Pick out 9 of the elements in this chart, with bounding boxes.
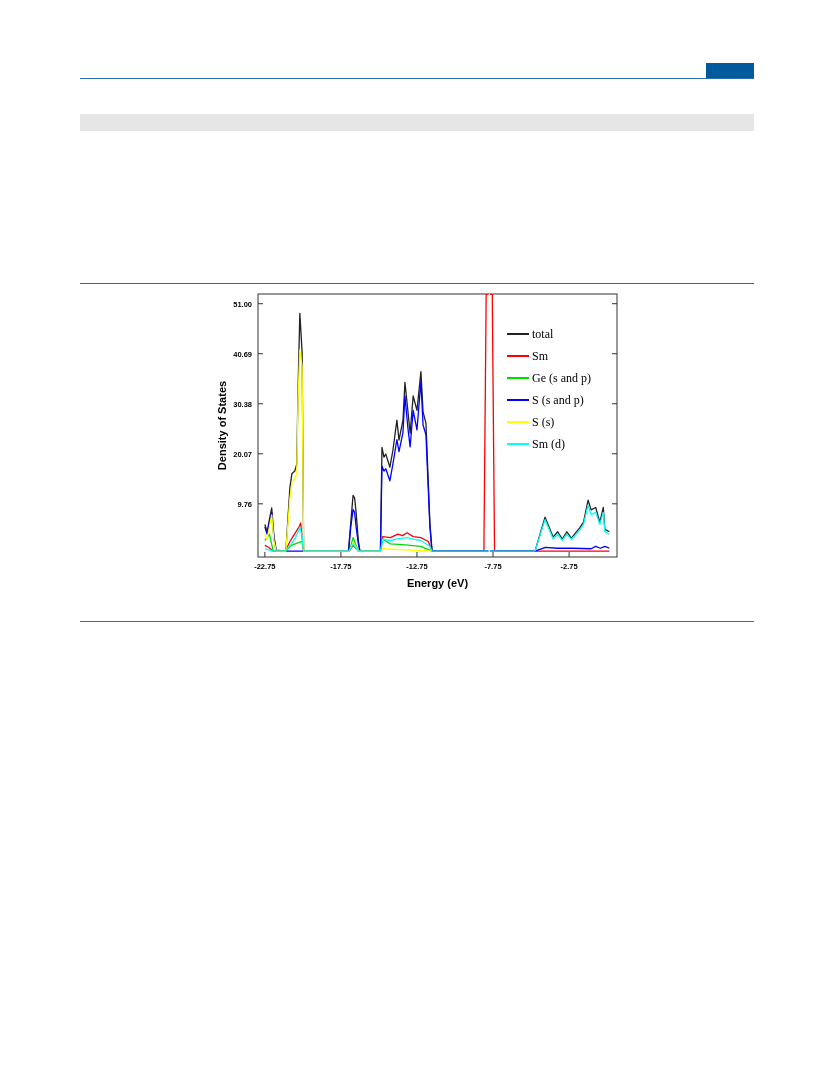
legend-label: S (s and p) [532,393,584,407]
legend-label: Sm (d) [532,437,565,451]
legend-label: S (s) [532,415,555,429]
legend-label: Sm [532,349,549,363]
legend-label: total [532,327,554,341]
x-axis-title: Energy (eV) [406,577,469,589]
legend-label: Ge (s and p) [532,371,591,385]
y-axis-title: Density of States [216,380,228,471]
line-series [264,504,611,552]
